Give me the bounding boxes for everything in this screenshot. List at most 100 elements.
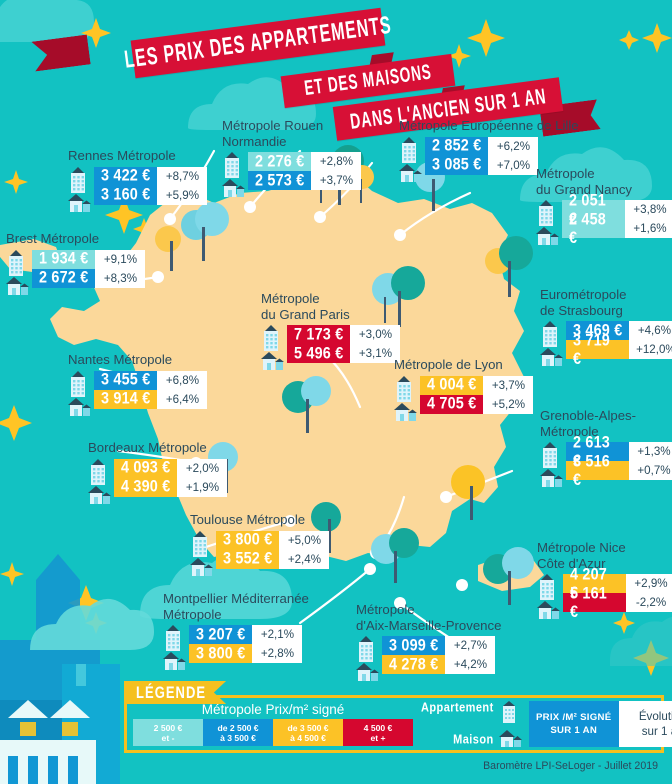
city-block-montpellier: Montpellier Méditerranée Métropole 3 207 … — [163, 591, 309, 670]
city-block-marseille: Métropole d'Aix-Marseille-Provence 3 099 … — [356, 602, 501, 681]
city-name: Métropole Rouen Normandie — [222, 118, 324, 149]
apartment-evolution: +6,8% — [157, 370, 208, 390]
apartment-price: 7 173 € — [287, 325, 351, 344]
type-icons — [540, 442, 566, 487]
city-block-lyon: Métropole de Lyon 4 004 € +3,7% 4 705 € +5,2… — [394, 357, 534, 421]
house-icon — [540, 469, 563, 487]
price-table: 3 099 € +2,7% 4 278 € +4,2% — [356, 636, 501, 681]
legend-tag: Légende — [124, 681, 227, 704]
apartment-icon — [539, 200, 553, 226]
house-icon — [163, 652, 186, 670]
type-icons — [6, 249, 32, 295]
title-ribbons: Les prix des appartements et des maisons… — [0, 7, 672, 141]
type-icons — [68, 166, 94, 212]
price-table: 2 613 € +1,3% 3 516 € +0,7% — [540, 433, 672, 489]
city-name: Nantes Métropole — [68, 352, 173, 367]
legend-evo-header-l1: Évolution — [638, 710, 672, 723]
type-icons — [356, 636, 382, 681]
title-line-1-text: Les prix des appartements — [122, 11, 394, 74]
house-evolution: +2,8% — [252, 644, 303, 663]
house-price: 3 552 € — [216, 549, 280, 569]
city-name: Toulouse Métropole — [190, 512, 306, 527]
apartment-row: 3 469 € +4,6% — [566, 321, 672, 340]
apartment-icon — [540, 574, 554, 600]
house-price: 3 914 € — [94, 389, 158, 409]
type-icons — [536, 200, 562, 245]
city-block-bordeaux: Bordeaux Métropole 4 093 € +2,0% 4 390 € +1,… — [88, 440, 228, 504]
legend-scale-title: Métropole Prix/m² signé — [201, 702, 345, 717]
city-name: Métropole de Lyon — [394, 357, 503, 372]
house-price: 3 085 € — [425, 155, 489, 175]
city-block-nantes: Nantes Métropole 3 455 € +6,8% 3 914 € +6,4% — [68, 352, 208, 416]
legend-swatch: 4 500 € et + — [343, 719, 413, 746]
price-table: 3 455 € +6,8% 3 914 € +6,4% — [68, 370, 208, 416]
apartment-icon — [543, 442, 557, 468]
city-name: Métropole du Grand Paris — [261, 291, 350, 322]
apartment-price: 2 276 € — [248, 152, 312, 171]
price-table: 3 207 € +2,1% 3 800 € +2,8% — [163, 625, 309, 670]
house-row: 3 914 € +6,4% — [94, 389, 208, 409]
apartment-row: 4 207 € +2,9% — [563, 565, 672, 602]
title-line-2-text: et des maisons — [302, 61, 434, 101]
type-icons — [261, 325, 287, 370]
apartment-row: 2 051 € +3,8% — [562, 191, 672, 228]
apartment-icon — [264, 325, 278, 351]
city-name: Rennes Métropole — [68, 148, 176, 163]
apartment-price: 3 800 € — [216, 530, 280, 550]
legend-evolution-header: Évolution sur 1 an — [618, 701, 672, 747]
city-block-paris: Métropole du Grand Paris 7 173 € +3,0% 5 49… — [261, 291, 401, 370]
house-price: 4 390 € — [114, 477, 178, 497]
apartment-price: 2 852 € — [425, 136, 489, 156]
legend-swatch: de 3 500 € à 4 500 € — [273, 719, 343, 746]
apartment-price: 3 422 € — [94, 166, 158, 186]
type-icons — [190, 530, 216, 576]
city-name: Métropole Nice Côte d'Azur — [537, 540, 626, 571]
legend-type-labels: Appartement Maison — [421, 700, 494, 748]
type-icons — [399, 136, 425, 182]
apartment-price: 4 004 € — [420, 375, 484, 395]
type-icons — [537, 574, 563, 619]
house-row: 3 516 € +0,7% — [566, 452, 672, 489]
type-icons — [394, 375, 420, 421]
apartment-row: 3 207 € +2,1% — [189, 625, 303, 644]
city-name: Métropole d'Aix-Marseille-Provence — [356, 602, 502, 633]
house-row: 5 161 € -2,2% — [563, 584, 672, 621]
house-evolution: +3,7% — [311, 171, 362, 190]
apartment-evolution: +2,1% — [252, 625, 303, 644]
price-table: 1 934 € +9,1% 2 672 € +8,3% — [6, 249, 146, 295]
house-evolution: +1,6% — [625, 219, 672, 238]
legend-price-header: Prix /m² signé sur 1 an — [528, 701, 619, 747]
house-icon — [394, 402, 417, 421]
house-icon — [537, 601, 560, 619]
house-price: 4 278 € — [382, 655, 446, 674]
apartment-evolution: +1,3% — [629, 442, 672, 461]
legend: Légende Métropole Prix/m² signé 2 500 € … — [124, 681, 672, 753]
apartment-evolution: +2,7% — [445, 636, 496, 655]
type-icons — [222, 152, 248, 197]
house-price: 3 800 € — [189, 644, 253, 663]
apartment-row: 3 800 € +5,0% — [216, 530, 330, 550]
apartment-evolution: +3,7% — [483, 375, 534, 395]
legend-apartment-label: Appartement — [421, 700, 494, 716]
house-evolution: -2,2% — [626, 593, 672, 612]
house-icon — [190, 557, 213, 576]
house-evolution: +0,7% — [629, 461, 672, 480]
house-row: 4 278 € +4,2% — [382, 655, 496, 674]
city-block-strasbourg: Eurométropole de Strasbourg 3 469 € +4,6% 3… — [540, 287, 672, 368]
house-price: 2 672 € — [32, 268, 96, 288]
apartment-evolution: +3,0% — [350, 325, 401, 344]
city-block-grenoble: Grenoble-Alpes- Métropole 2 613 € +1,3% 3 5… — [540, 408, 672, 489]
house-price: 4 705 € — [420, 394, 484, 414]
legend-swatches: 2 500 € et - de 2 500 € à 3 500 € de 3 500… — [133, 719, 413, 746]
house-price: 2 458 € — [562, 210, 625, 247]
legend-house-label: Maison — [453, 732, 494, 748]
city-block-brest: Brest Métropole 1 934 € +9,1% 2 672 € +8,3% — [6, 231, 146, 295]
house-evolution: +1,9% — [177, 477, 228, 497]
apartment-evolution: +2,0% — [177, 458, 228, 478]
house-price: 5 161 € — [563, 584, 626, 621]
house-evolution: +3,1% — [350, 344, 401, 363]
house-icon — [68, 397, 91, 416]
ribbon-tail-left — [31, 34, 90, 71]
house-icon — [88, 485, 111, 504]
